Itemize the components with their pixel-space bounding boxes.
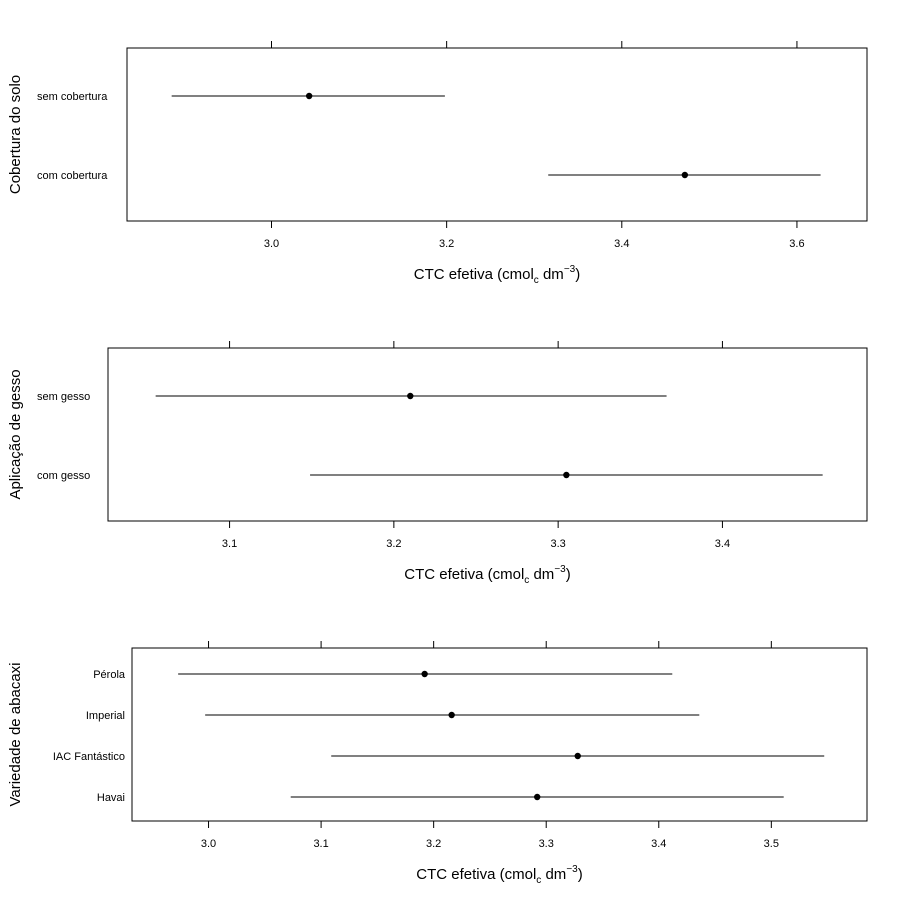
x-tick-label: 3.4 <box>651 838 666 850</box>
point-estimate <box>421 670 428 678</box>
category-label: com cobertura <box>37 170 108 182</box>
x-tick-label: 3.3 <box>550 538 565 550</box>
x-axis-title-main: CTC efetiva (cmol <box>414 266 534 283</box>
point-estimate <box>407 392 414 400</box>
x-axis-title-mid: dm <box>541 866 566 883</box>
x-axis-title-sub: c <box>534 275 539 286</box>
x-tick-label: 3.4 <box>715 538 730 550</box>
x-tick-label: 3.3 <box>539 838 554 850</box>
x-axis-title-end: ) <box>578 866 583 883</box>
x-tick-label: 3.4 <box>614 238 629 250</box>
x-tick-label: 3.2 <box>426 838 441 850</box>
plot-frame <box>131 647 868 822</box>
x-tick-label: 3.1 <box>313 838 328 850</box>
point-estimate <box>574 752 581 760</box>
x-axis-title: CTC efetiva (cmolc dm−3) <box>414 264 580 286</box>
x-tick-label: 3.1 <box>222 538 237 550</box>
x-tick-label: 3.2 <box>386 538 401 550</box>
point-estimate <box>305 92 313 100</box>
panel-1: 3.0 3.2 3.4 3.6 sem cobertura com cobertura Co… <box>7 41 868 286</box>
x-tick-label: 3.6 <box>789 238 804 250</box>
panel-3: 3.0 3.1 3.2 3.3 3.4 3.5 Pérola Imperial IAC Fant… <box>7 641 868 886</box>
point-estimate <box>563 471 570 479</box>
x-axis-title-main: CTC efetiva (cmol <box>404 566 524 583</box>
x-axis-title-end: ) <box>575 266 580 283</box>
x-tick-label: 3.2 <box>439 238 454 250</box>
plot-frame <box>107 347 868 522</box>
category-label: Havai <box>97 792 125 804</box>
x-axis-title-sup: −3 <box>554 564 566 575</box>
y-axis-title: Aplicação de gesso <box>7 369 24 499</box>
x-tick-label: 3.5 <box>764 838 779 850</box>
category-label: sem gesso <box>37 391 90 403</box>
category-label: Imperial <box>86 710 125 722</box>
panel-2: 3.1 3.2 3.3 3.4 sem gesso com gesso Aplicação … <box>7 341 868 586</box>
category-label: Pérola <box>93 669 126 681</box>
point-estimate <box>534 793 541 801</box>
point-estimate <box>681 171 689 179</box>
y-axis-title: Variedade de abacaxi <box>7 663 24 807</box>
x-axis-title-sup: −3 <box>566 864 578 875</box>
x-tick-label: 3.0 <box>264 238 279 250</box>
category-label: com gesso <box>37 470 90 482</box>
category-label: IAC Fantástico <box>53 751 125 763</box>
point-estimate <box>448 711 455 719</box>
x-axis-title-main: CTC efetiva (cmol <box>416 866 536 883</box>
y-axis-title: Cobertura do solo <box>7 75 24 194</box>
x-axis-title: CTC efetiva (cmolc dm−3) <box>416 864 582 886</box>
x-axis-title-sub: c <box>524 575 529 586</box>
x-tick-label: 3.0 <box>201 838 216 850</box>
x-axis-title-sup: −3 <box>564 264 576 275</box>
plot-frame <box>126 47 868 222</box>
category-label: sem cobertura <box>37 91 108 103</box>
x-axis-title-sub: c <box>536 875 541 886</box>
x-axis-title-mid: dm <box>529 566 554 583</box>
x-axis-title: CTC efetiva (cmolc dm−3) <box>404 564 570 586</box>
x-axis-title-end: ) <box>566 566 571 583</box>
x-axis-title-mid: dm <box>539 266 564 283</box>
